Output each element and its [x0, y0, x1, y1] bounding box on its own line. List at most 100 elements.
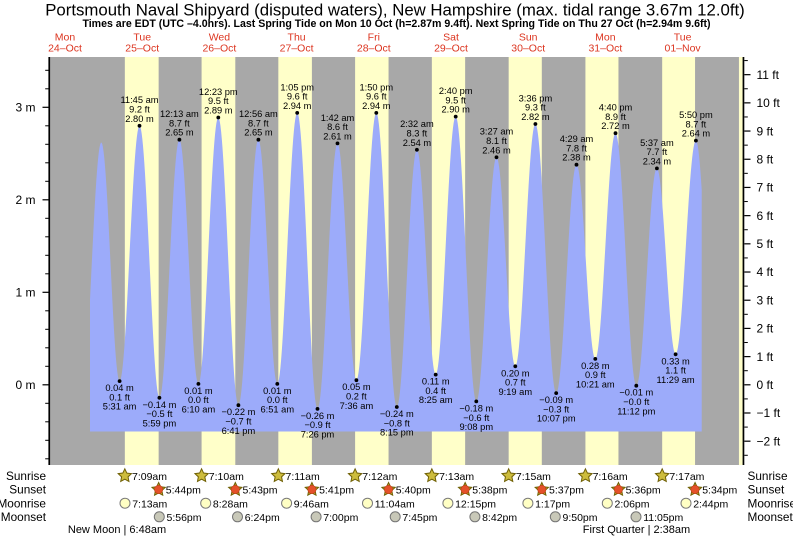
svg-text:New Moon | 6:48am: New Moon | 6:48am — [68, 524, 166, 536]
svg-text:5 ft: 5 ft — [757, 237, 774, 251]
svg-text:9:46am: 9:46am — [294, 498, 329, 510]
svg-text:2.38 m: 2.38 m — [562, 153, 591, 163]
svg-text:10:21 am: 10:21 am — [576, 380, 615, 390]
svg-text:7:09am: 7:09am — [132, 471, 167, 483]
svg-text:8 ft: 8 ft — [757, 152, 774, 166]
svg-text:8.7 ft: 8.7 ft — [169, 118, 190, 128]
svg-text:5:41pm: 5:41pm — [319, 485, 354, 497]
svg-text:2.65 m: 2.65 m — [165, 128, 194, 138]
svg-text:5:38pm: 5:38pm — [472, 485, 507, 497]
svg-text:8.6 ft: 8.6 ft — [327, 122, 348, 132]
svg-text:11:04am: 11:04am — [375, 498, 415, 510]
svg-text:3 m: 3 m — [15, 101, 35, 115]
svg-text:28–Oct: 28–Oct — [357, 43, 391, 55]
svg-text:7:00pm: 7:00pm — [323, 512, 358, 524]
svg-text:2.61 m: 2.61 m — [323, 131, 352, 141]
svg-text:−2 ft: −2 ft — [757, 434, 781, 448]
svg-text:7:17am: 7:17am — [669, 471, 704, 483]
svg-text:2.80 m: 2.80 m — [125, 114, 154, 124]
svg-text:0 m: 0 m — [15, 378, 35, 392]
svg-text:4:40 pm: 4:40 pm — [599, 103, 633, 113]
svg-text:5:44pm: 5:44pm — [166, 485, 201, 497]
svg-text:1 m: 1 m — [15, 286, 35, 300]
svg-text:Tue: Tue — [674, 31, 692, 43]
svg-text:30–Oct: 30–Oct — [511, 43, 545, 55]
svg-text:29–Oct: 29–Oct — [434, 43, 468, 55]
svg-text:7.7 ft: 7.7 ft — [647, 147, 668, 157]
svg-text:9.3 ft: 9.3 ft — [525, 103, 546, 113]
svg-text:Mon: Mon — [595, 31, 616, 43]
svg-text:7:36 am: 7:36 am — [340, 401, 374, 411]
svg-text:11:29 am: 11:29 am — [657, 375, 695, 385]
svg-text:Thu: Thu — [288, 31, 306, 43]
svg-text:7:16am: 7:16am — [593, 471, 628, 483]
svg-text:7 ft: 7 ft — [757, 181, 774, 195]
svg-text:5:40pm: 5:40pm — [396, 485, 431, 497]
svg-text:9.5 ft: 9.5 ft — [208, 96, 229, 106]
svg-text:2:40 pm: 2:40 pm — [439, 86, 473, 96]
svg-text:8.3 ft: 8.3 ft — [407, 129, 428, 139]
svg-text:12:13 am: 12:13 am — [160, 109, 199, 119]
svg-text:7:12am: 7:12am — [362, 471, 397, 483]
svg-text:2:44pm: 2:44pm — [693, 498, 728, 510]
svg-text:3:36 pm: 3:36 pm — [519, 93, 553, 103]
svg-text:11 ft: 11 ft — [757, 68, 780, 82]
svg-text:6:51 am: 6:51 am — [261, 405, 295, 415]
svg-text:2.89 m: 2.89 m — [204, 106, 233, 116]
svg-text:2.82 m: 2.82 m — [521, 112, 550, 122]
svg-text:1:05 pm: 1:05 pm — [280, 82, 314, 92]
svg-text:5:31 am: 5:31 am — [103, 402, 137, 412]
svg-text:Wed: Wed — [209, 31, 231, 43]
svg-text:7:45pm: 7:45pm — [402, 512, 437, 524]
svg-text:25–Oct: 25–Oct — [125, 43, 159, 55]
svg-text:1:50 pm: 1:50 pm — [360, 82, 394, 92]
svg-text:31–Oct: 31–Oct — [588, 43, 622, 55]
svg-text:5:43pm: 5:43pm — [243, 485, 278, 497]
svg-text:2.46 m: 2.46 m — [482, 145, 511, 155]
svg-text:Portsmouth Naval Shipyard (dis: Portsmouth Naval Shipyard (disputed wate… — [45, 1, 745, 20]
svg-text:8.1 ft: 8.1 ft — [486, 136, 507, 146]
svg-text:2.94 m: 2.94 m — [283, 101, 312, 111]
svg-text:10:07 pm: 10:07 pm — [537, 414, 576, 424]
svg-text:12:23 pm: 12:23 pm — [199, 87, 238, 97]
svg-text:Moonrise: Moonrise — [748, 496, 793, 510]
svg-text:2.72 m: 2.72 m — [601, 121, 630, 131]
svg-text:9:08 pm: 9:08 pm — [460, 422, 494, 432]
svg-text:Sunset: Sunset — [748, 483, 785, 497]
svg-text:2.64 m: 2.64 m — [682, 129, 711, 139]
svg-text:8.7 ft: 8.7 ft — [248, 118, 269, 128]
svg-text:2:06pm: 2:06pm — [615, 498, 650, 510]
svg-text:Sunrise: Sunrise — [6, 469, 46, 483]
svg-text:7:13am: 7:13am — [439, 471, 474, 483]
svg-text:2:32 am: 2:32 am — [400, 119, 434, 129]
svg-text:9.6 ft: 9.6 ft — [366, 92, 387, 102]
svg-text:4 ft: 4 ft — [757, 265, 774, 279]
svg-text:8:42pm: 8:42pm — [482, 512, 517, 524]
svg-text:Sat: Sat — [443, 31, 459, 43]
svg-text:5:50 pm: 5:50 pm — [679, 110, 713, 120]
svg-text:7:26 pm: 7:26 pm — [301, 430, 335, 440]
svg-text:01–Nov: 01–Nov — [664, 43, 701, 55]
svg-text:1:17pm: 1:17pm — [535, 498, 570, 510]
svg-text:8:25 am: 8:25 am — [419, 395, 453, 405]
svg-text:Times are EDT (UTC –4.0hrs). L: Times are EDT (UTC –4.0hrs). Last Spring… — [82, 18, 710, 30]
svg-text:First Quarter | 2:38am: First Quarter | 2:38am — [583, 524, 690, 536]
svg-text:9 ft: 9 ft — [757, 124, 774, 138]
svg-text:Moonset: Moonset — [748, 510, 793, 524]
svg-text:6:10 am: 6:10 am — [182, 405, 216, 415]
svg-text:7.8 ft: 7.8 ft — [566, 143, 587, 153]
svg-text:11:12 pm: 11:12 pm — [617, 406, 655, 416]
svg-text:7:13am: 7:13am — [132, 498, 167, 510]
svg-text:2.34 m: 2.34 m — [643, 156, 672, 166]
svg-text:10 ft: 10 ft — [757, 96, 781, 110]
svg-text:2.54 m: 2.54 m — [403, 138, 432, 148]
svg-text:9:50pm: 9:50pm — [563, 512, 598, 524]
svg-text:6:41 pm: 6:41 pm — [222, 426, 256, 436]
svg-text:1:42 am: 1:42 am — [321, 113, 355, 123]
svg-text:7:15am: 7:15am — [516, 471, 551, 483]
svg-text:2 ft: 2 ft — [757, 322, 774, 336]
svg-text:11:45 am: 11:45 am — [120, 95, 158, 105]
svg-text:Tue: Tue — [133, 31, 151, 43]
svg-text:27–Oct: 27–Oct — [280, 43, 314, 55]
svg-text:9:19 am: 9:19 am — [499, 387, 533, 397]
